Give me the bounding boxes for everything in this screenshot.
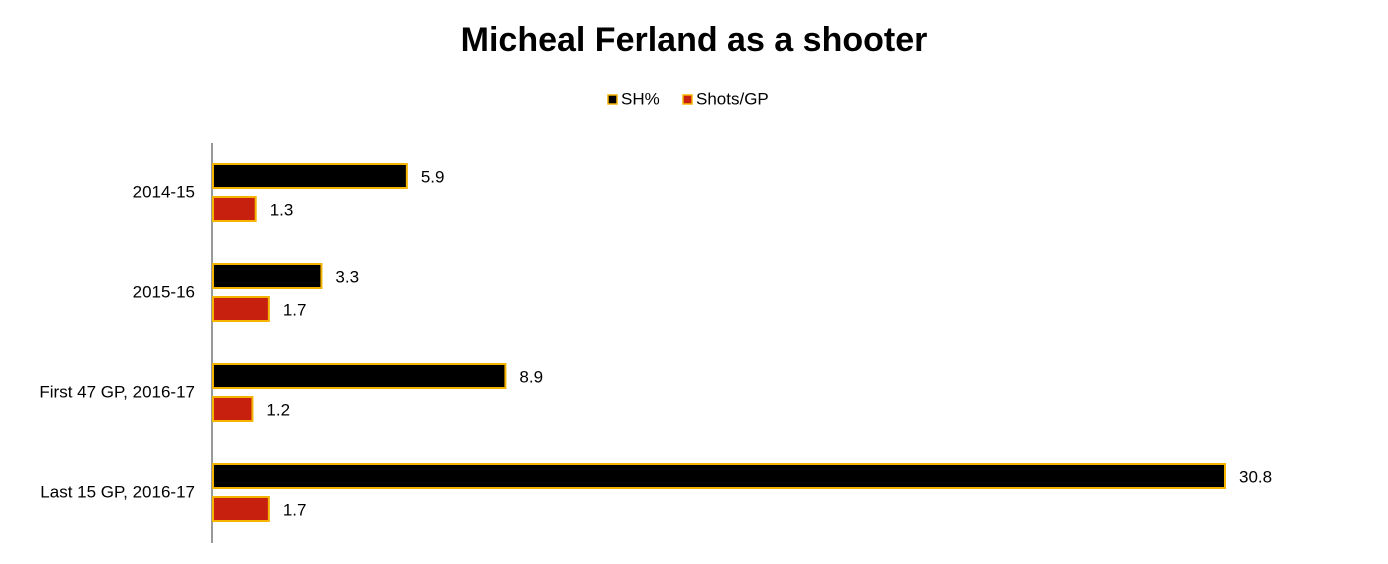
value-label: 5.9 bbox=[421, 167, 445, 186]
legend-swatch bbox=[607, 94, 618, 105]
value-label: 1.7 bbox=[283, 500, 307, 519]
bar bbox=[212, 396, 254, 422]
bar bbox=[212, 496, 270, 522]
y-tick-label: Last 15 GP, 2016-17 bbox=[40, 482, 195, 501]
value-label: 30.8 bbox=[1239, 467, 1272, 486]
y-tick-label: 2014-15 bbox=[133, 182, 195, 201]
value-label: 8.9 bbox=[519, 367, 543, 386]
legend-label: SH% bbox=[621, 89, 660, 108]
bar bbox=[212, 363, 507, 389]
value-label: 1.3 bbox=[270, 200, 294, 219]
value-label: 3.3 bbox=[335, 267, 359, 286]
value-label: 1.7 bbox=[283, 300, 307, 319]
y-tick-label: First 47 GP, 2016-17 bbox=[39, 382, 195, 401]
y-tick-label: 2015-16 bbox=[133, 282, 195, 301]
bar bbox=[212, 463, 1226, 489]
bar bbox=[212, 296, 270, 322]
legend-label: Shots/GP bbox=[696, 89, 769, 108]
legend-swatch bbox=[682, 94, 693, 105]
value-label: 1.2 bbox=[266, 400, 290, 419]
bar bbox=[212, 263, 323, 289]
chart-title: Micheal Ferland as a shooter bbox=[461, 21, 928, 59]
bar bbox=[212, 163, 408, 189]
bar bbox=[212, 196, 257, 222]
